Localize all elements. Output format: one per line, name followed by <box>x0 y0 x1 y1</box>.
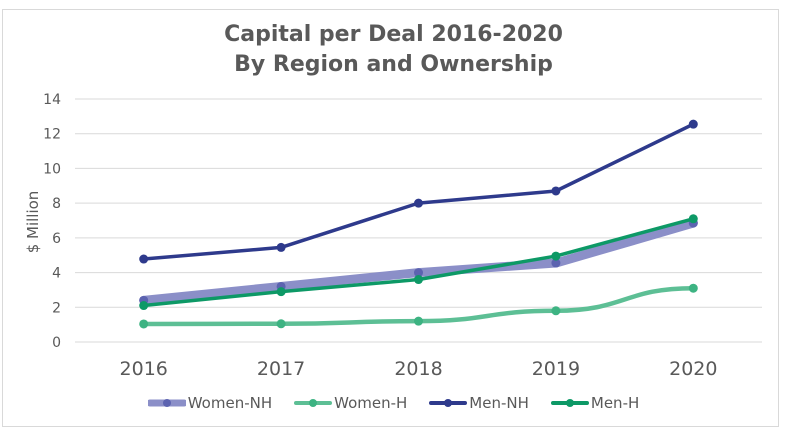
legend-label: Men-NH <box>469 394 529 412</box>
data-point-men-h-2017[interactable] <box>276 287 286 297</box>
legend-marker <box>162 399 171 407</box>
series-line-men-nh <box>141 122 696 261</box>
y-tick-label: 14 <box>43 92 61 108</box>
y-tick-label: 12 <box>43 127 61 143</box>
legend-label: Women-NH <box>187 394 273 412</box>
x-tick-label: 2017 <box>257 358 305 380</box>
data-point-women-h-2016[interactable] <box>139 319 149 329</box>
series-women-h <box>139 283 698 329</box>
x-axis-ticks: 2016 2017 2018 2019 2020 <box>120 358 718 380</box>
legend: Women-NH Women-H Men-NH Men-H <box>0 394 787 412</box>
legend-swatch-men-nh <box>429 399 468 407</box>
x-tick-label: 2019 <box>532 358 580 380</box>
y-axis-label: $ Million <box>24 191 42 254</box>
data-point-women-h-2019[interactable] <box>551 306 561 316</box>
data-point-men-nh-2019[interactable] <box>551 186 561 196</box>
data-point-men-h-2019[interactable] <box>551 251 561 261</box>
data-point-men-nh-2016[interactable] <box>139 254 149 264</box>
series-line-women-nh <box>139 218 698 305</box>
legend-label: Women-H <box>334 394 408 412</box>
data-point-men-h-2016[interactable] <box>139 301 149 311</box>
chart-title-line-2: By Region and Ownership <box>234 52 553 77</box>
gridlines <box>75 98 762 343</box>
data-point-men-nh-2018[interactable] <box>414 198 423 208</box>
data-point-women-h-2020[interactable] <box>688 283 698 293</box>
series-men-nh <box>139 119 698 264</box>
x-tick-label: 2018 <box>394 358 442 380</box>
data-point-men-h-2018[interactable] <box>414 275 423 285</box>
data-point-men-h-2020[interactable] <box>688 214 698 224</box>
data-point-women-nh-2019[interactable] <box>551 258 561 268</box>
legend-marker <box>444 399 453 407</box>
legend-swatch-men-h <box>550 399 589 407</box>
series-men-h <box>139 214 698 311</box>
legend-item-men-nh[interactable]: Men-NH <box>429 394 529 412</box>
y-tick-label: 4 <box>52 266 61 282</box>
legend-label: Men-H <box>590 394 640 412</box>
legend-marker <box>309 399 318 407</box>
legend-marker <box>565 399 574 407</box>
y-axis-ticks: 0 2 4 6 8 10 12 14 <box>43 92 61 351</box>
data-point-women-nh-2018[interactable] <box>414 268 423 278</box>
data-point-women-h-2017[interactable] <box>276 319 286 329</box>
y-tick-label: 6 <box>52 231 61 247</box>
data-point-women-h-2018[interactable] <box>414 316 423 326</box>
series-lines <box>139 119 698 329</box>
data-point-men-nh-2017[interactable] <box>276 242 286 252</box>
legend-swatch-women-nh <box>147 399 186 407</box>
y-tick-label: 8 <box>52 196 61 212</box>
chart-title: Capital per Deal 2016-2020 By Region and… <box>0 20 787 80</box>
x-tick-label: 2020 <box>669 358 717 380</box>
legend-item-women-nh[interactable]: Women-NH <box>147 394 273 412</box>
series-women-nh <box>139 218 698 305</box>
chart-frame <box>2 9 779 427</box>
legend-swatch-women-h <box>294 399 333 407</box>
y-tick-label: 2 <box>52 300 61 316</box>
chart-title-line-1: Capital per Deal 2016-2020 <box>224 22 563 47</box>
data-point-men-nh-2020[interactable] <box>688 119 698 129</box>
x-tick-label: 2016 <box>120 358 168 380</box>
y-tick-label: 0 <box>52 335 61 351</box>
legend-item-men-h[interactable]: Men-H <box>550 394 640 412</box>
legend-item-women-h[interactable]: Women-H <box>294 394 407 412</box>
y-tick-label: 10 <box>43 161 61 177</box>
